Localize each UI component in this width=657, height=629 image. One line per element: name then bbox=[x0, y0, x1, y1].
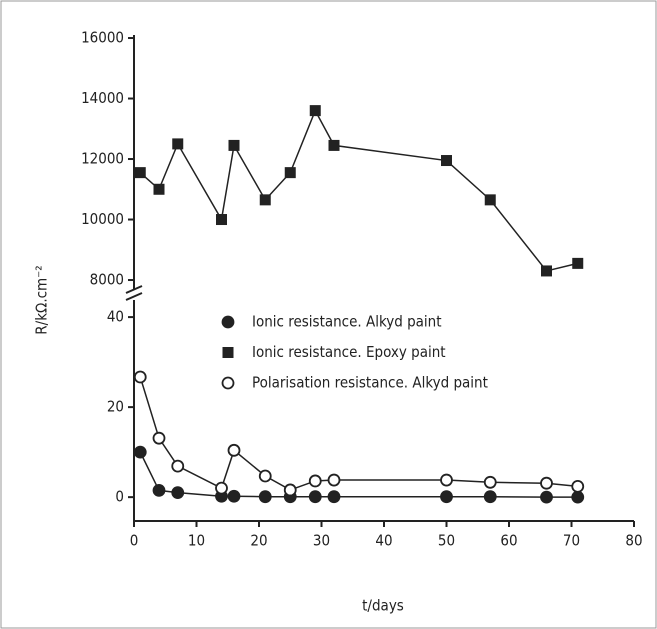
x-tick-label: 0 bbox=[130, 532, 139, 550]
marker bbox=[227, 489, 241, 503]
marker bbox=[259, 194, 271, 206]
marker bbox=[152, 483, 166, 497]
x-tick-label: 20 bbox=[250, 532, 267, 550]
marker bbox=[284, 167, 296, 179]
x-tick-label: 40 bbox=[375, 532, 392, 550]
marker bbox=[222, 347, 234, 358]
y2-tick-label: 10000 bbox=[81, 210, 124, 228]
marker bbox=[572, 257, 584, 269]
legend-label: Ionic resistance. Epoxy paint bbox=[252, 343, 446, 361]
y-axis-label: R/kΩ.cm⁻² bbox=[33, 265, 51, 334]
marker bbox=[571, 479, 585, 493]
axis-break bbox=[125, 285, 143, 294]
marker bbox=[327, 473, 341, 487]
marker bbox=[283, 483, 297, 497]
marker bbox=[308, 474, 322, 488]
series-line bbox=[139, 451, 578, 498]
x-axis-label: t/days bbox=[362, 597, 404, 615]
marker bbox=[172, 138, 184, 150]
y2-tick-label: 8000 bbox=[90, 271, 124, 289]
marker bbox=[483, 475, 497, 489]
marker bbox=[540, 490, 553, 504]
axis-break bbox=[125, 292, 143, 301]
x-tick-label: 30 bbox=[313, 532, 330, 550]
marker bbox=[171, 486, 185, 500]
x-tick-label: 50 bbox=[438, 532, 455, 550]
marker bbox=[221, 315, 235, 329]
marker bbox=[541, 265, 552, 277]
x-tick-label: 70 bbox=[563, 532, 580, 550]
marker bbox=[258, 469, 272, 483]
x-tick-label: 60 bbox=[500, 532, 517, 550]
marker bbox=[484, 194, 496, 206]
marker bbox=[215, 481, 228, 495]
marker bbox=[328, 139, 340, 151]
marker bbox=[221, 376, 235, 390]
marker bbox=[258, 490, 272, 504]
x-tick-label: 80 bbox=[625, 532, 642, 550]
x-tick-label: 10 bbox=[188, 532, 205, 550]
y2-tick-label: 16000 bbox=[81, 29, 124, 47]
series-line bbox=[139, 108, 578, 272]
marker bbox=[483, 490, 497, 504]
marker bbox=[571, 490, 585, 504]
marker bbox=[216, 214, 227, 226]
marker bbox=[134, 167, 146, 179]
y-tick-label: 20 bbox=[107, 398, 124, 416]
marker bbox=[171, 459, 185, 473]
marker bbox=[308, 490, 322, 504]
legend-label: Polarisation resistance. Alkyd paint bbox=[252, 374, 488, 392]
marker bbox=[152, 431, 166, 445]
y2-tick-label: 14000 bbox=[81, 89, 124, 107]
marker bbox=[540, 476, 553, 490]
marker bbox=[327, 490, 341, 504]
legend-label: Ionic resistance. Alkyd paint bbox=[252, 313, 442, 331]
marker bbox=[153, 183, 165, 195]
marker bbox=[309, 105, 321, 117]
marker bbox=[133, 370, 147, 384]
marker bbox=[440, 473, 453, 487]
y2-tick-label: 12000 bbox=[81, 150, 124, 168]
marker bbox=[228, 139, 240, 151]
marker bbox=[227, 443, 241, 457]
y-tick-label: 0 bbox=[115, 488, 124, 506]
marker bbox=[440, 490, 453, 504]
marker bbox=[441, 155, 452, 167]
marker bbox=[133, 445, 147, 459]
series-line bbox=[139, 376, 578, 491]
y-tick-label: 40 bbox=[107, 308, 124, 326]
